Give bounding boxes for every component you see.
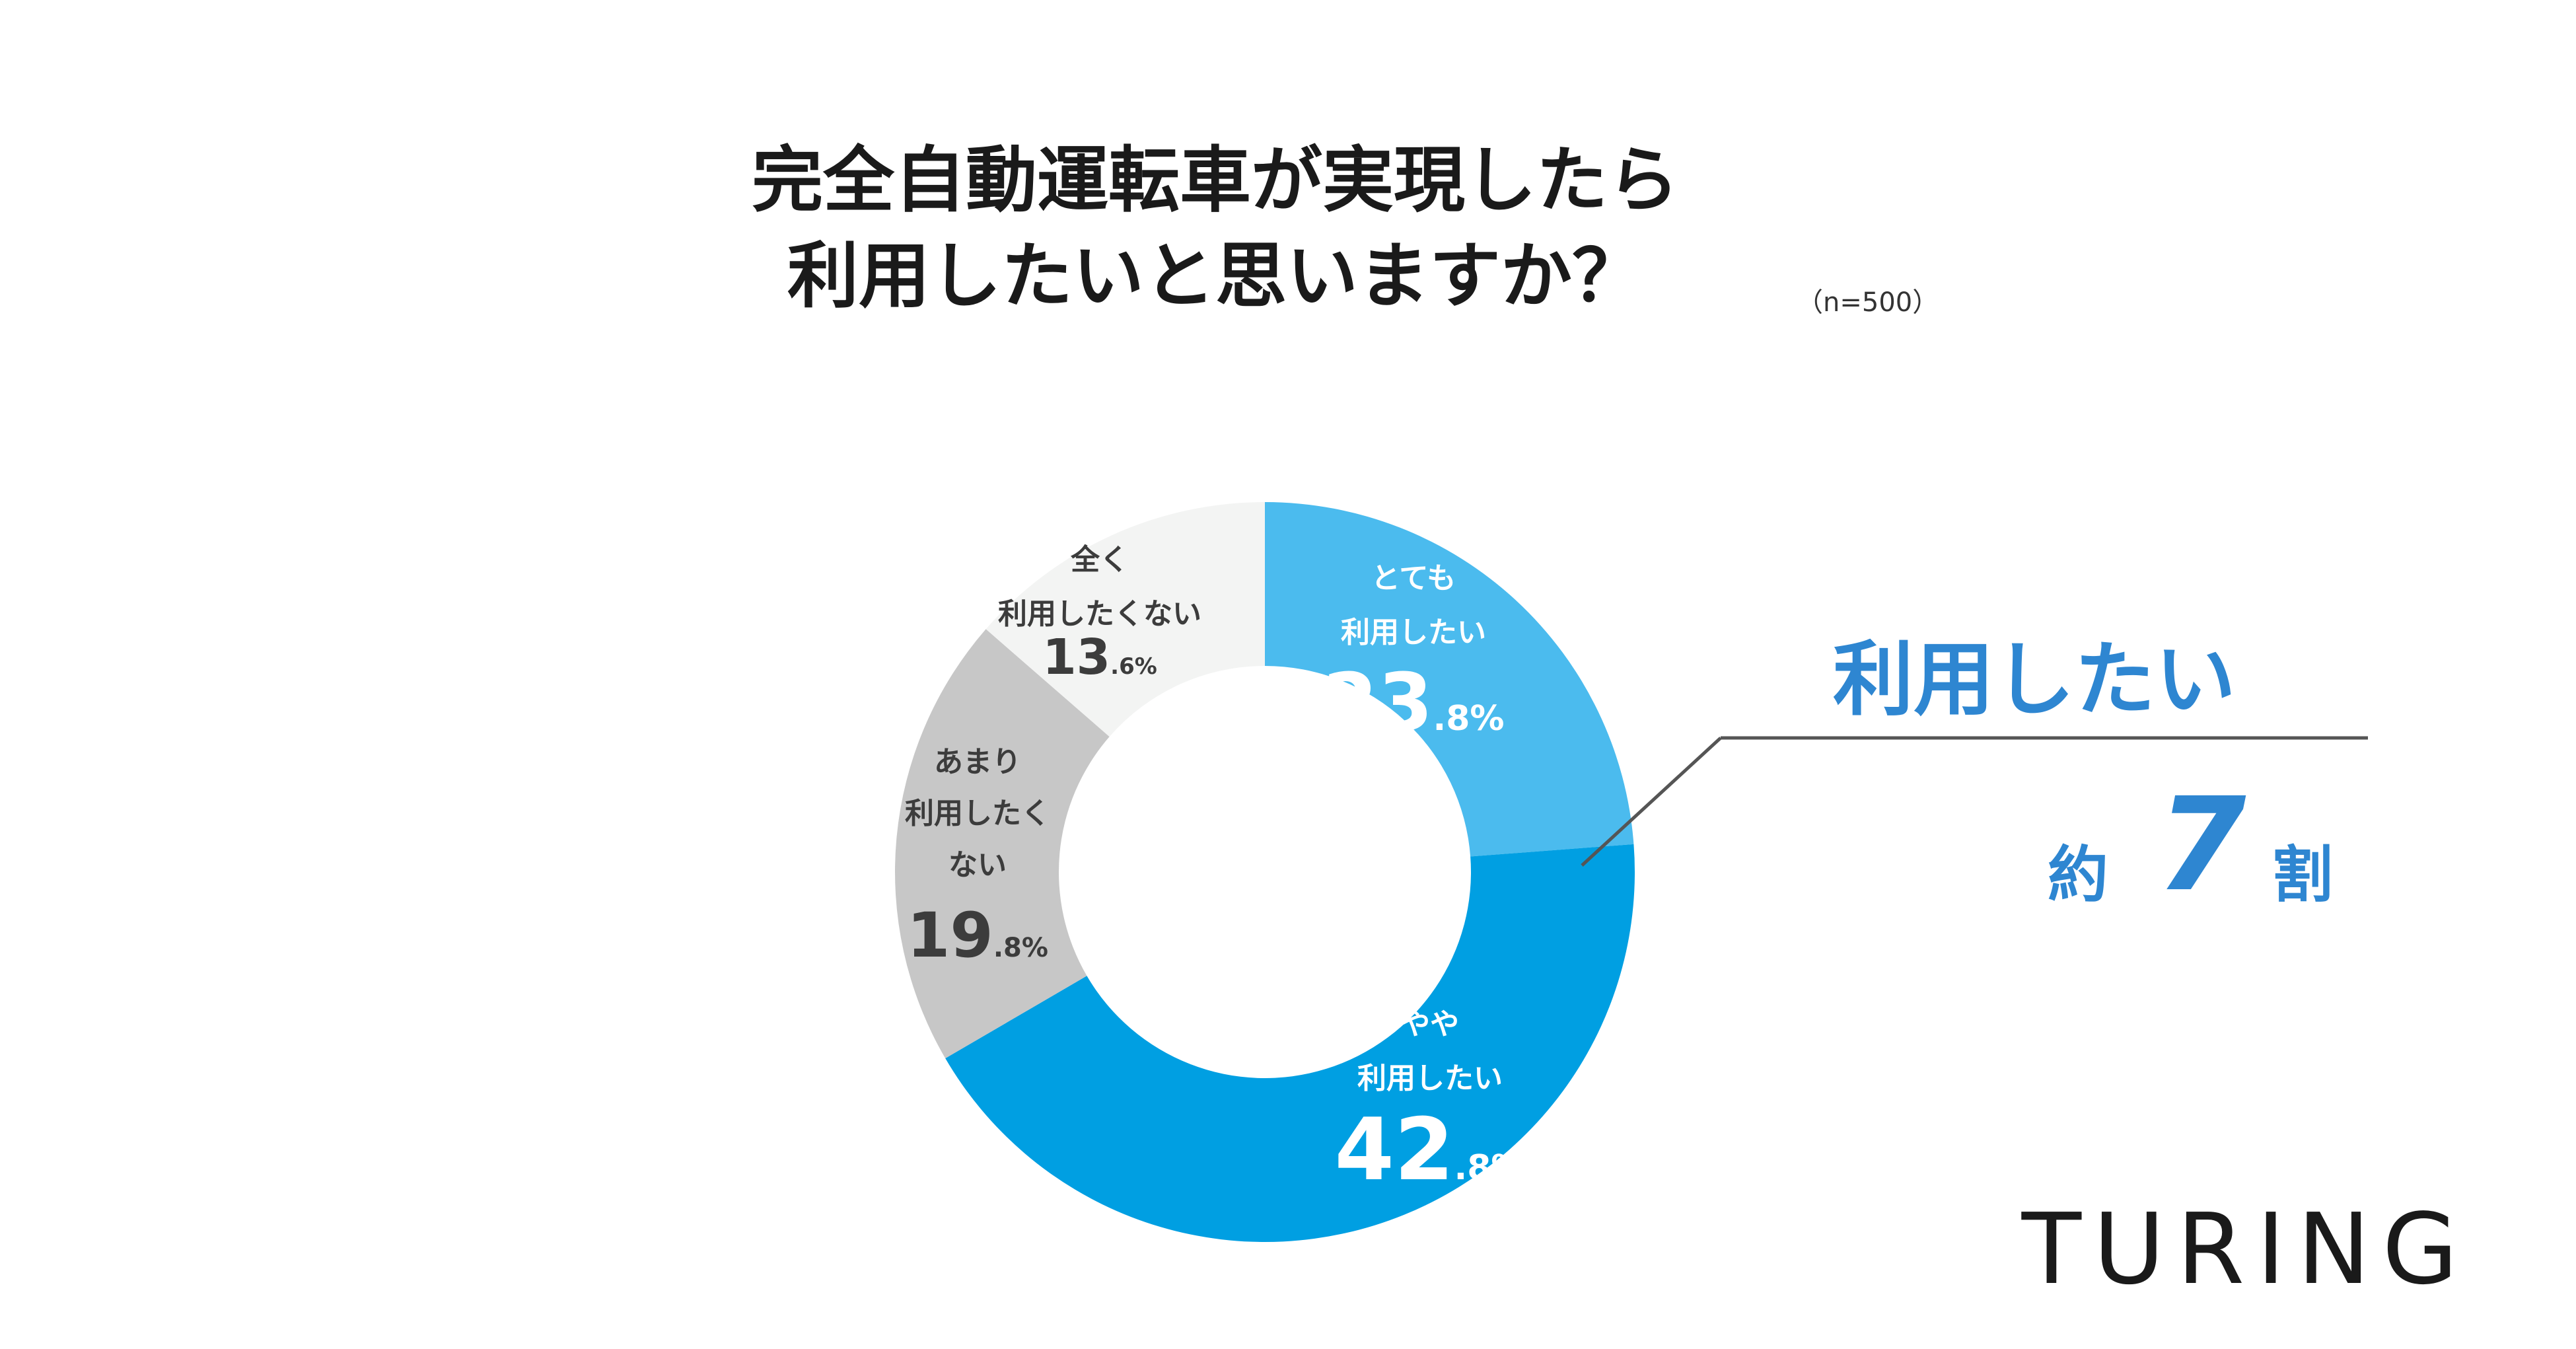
summary-value: 約 7 割 [2048,770,2365,920]
turing-logo: TURING [2021,1192,2470,1306]
summary-label: 利用したい [1833,633,2236,727]
slice-1-percent-int: 23 [1322,657,1433,749]
chart-title-line1: 完全自動運転車が実現したら [751,139,1679,222]
donut-slice-4 [985,502,1265,737]
callout-line-diagonal [1581,737,1722,867]
summary-suffix: 割 [2272,840,2334,910]
slice-1-name-line-2: 利用したい [1341,616,1486,649]
slice-4-name-line-1: 全く [1070,543,1129,577]
slice-4-name-line-2: 利用したくない [998,597,1201,631]
chart-title-line2: 利用したいと思いますか？ [787,235,1643,318]
slice-2-percent: 42.8% [1335,1099,1526,1200]
summary-prefix: 約 [2048,840,2109,910]
slice-3-name-line-1: あまり [934,745,1021,779]
donut-slice-2 [945,844,1635,1243]
donut-slice-1 [1265,502,1634,857]
sample-size: （n=500） [1797,287,1939,318]
slice-4-percent-int: 13 [1042,629,1110,686]
slice-3-name-line-3: ない [948,848,1007,882]
slice-2-percent-dec: .8% [1454,1148,1525,1188]
summary-number: 7 [2157,770,2246,920]
slice-1-name-line-1: とても [1371,562,1456,595]
slice-1-percent: 23.8% [1322,657,1504,749]
slice-3-percent-int: 19 [907,900,993,972]
slice-1-percent-dec: .8% [1433,699,1504,739]
donut-slices [895,502,1635,1243]
slice-2-percent-int: 42 [1335,1099,1454,1200]
slice-3-name-line-2: 利用したく [905,797,1050,830]
slice-2-name-line-1: やや [1401,1007,1459,1041]
donut-slice-3 [895,629,1110,1059]
slice-2-name-line-2: 利用したい [1357,1062,1503,1095]
slice-4-percent: 13.6% [1042,629,1157,686]
slice-3-percent-dec: .8% [993,933,1048,963]
slice-labels: とても利用したい23.8%やや利用したい42.8%あまり利用したくない19.8%… [905,543,1525,1200]
slice-3-percent: 19.8% [907,900,1048,972]
slice-4-percent-dec: .6% [1110,653,1157,680]
